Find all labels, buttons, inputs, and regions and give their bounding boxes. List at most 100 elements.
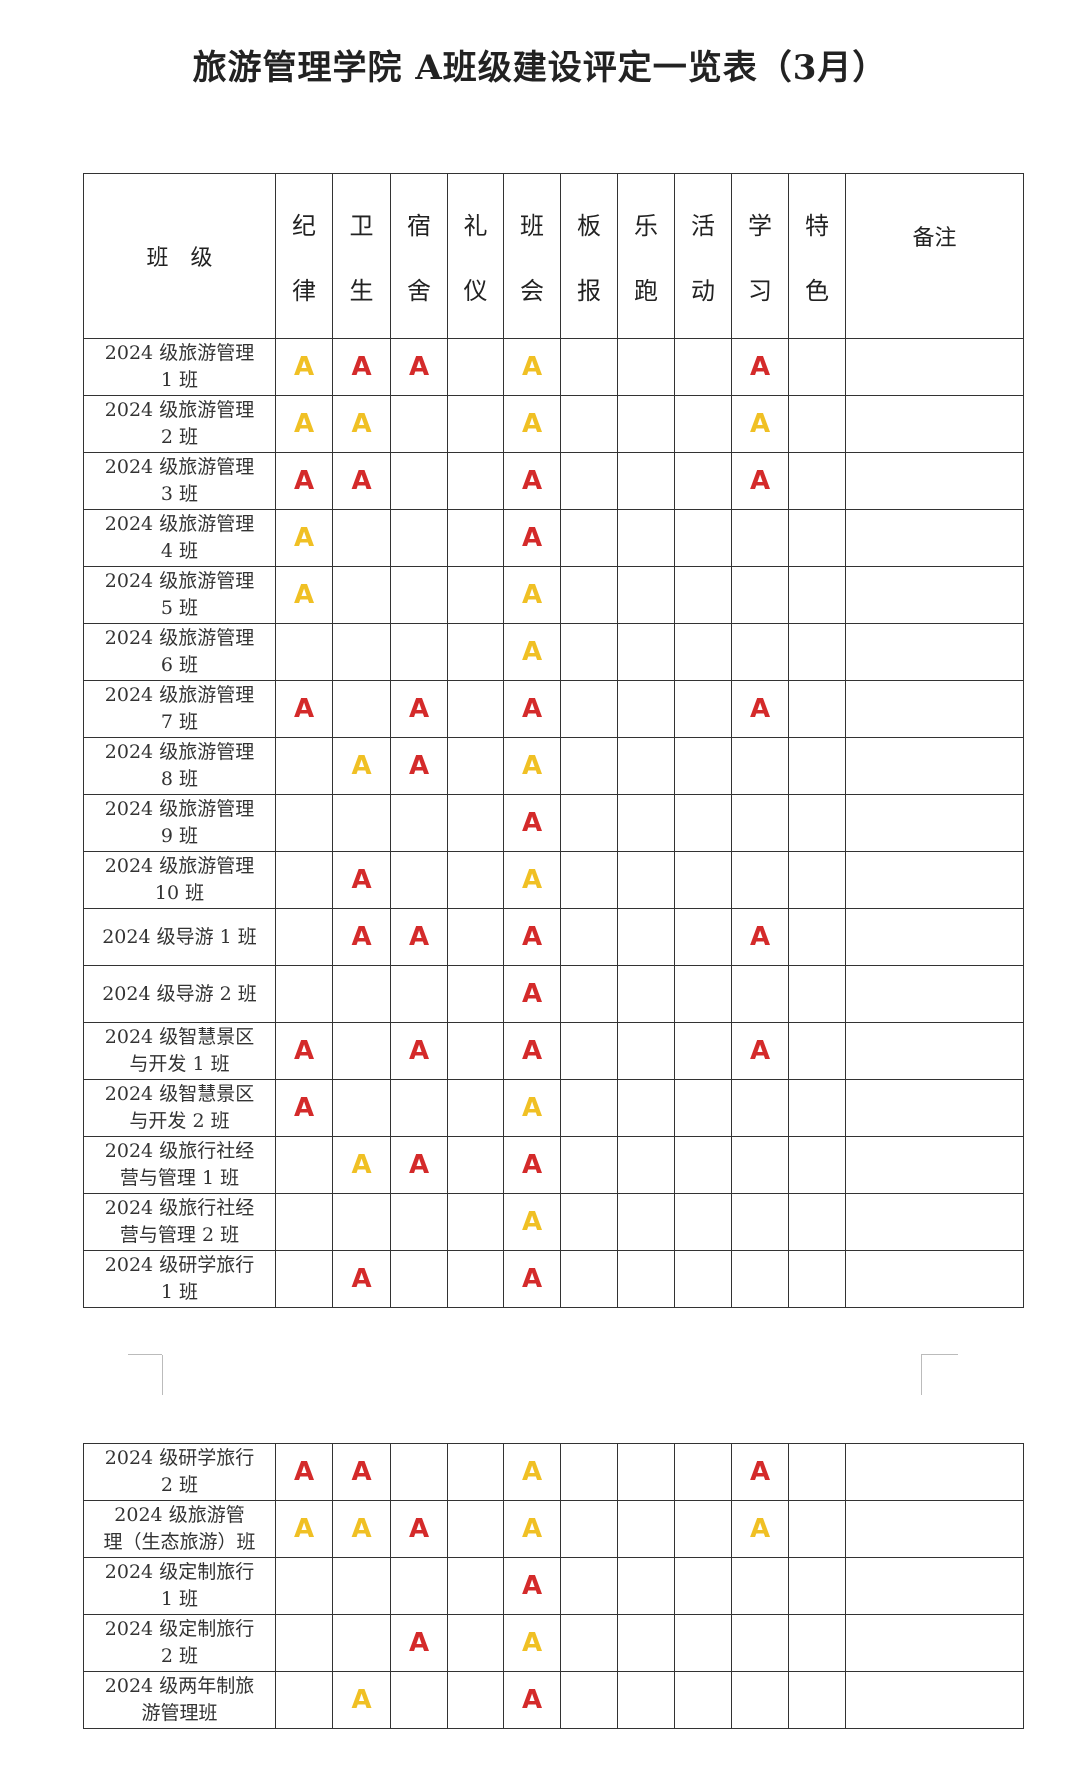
rating-cell xyxy=(617,737,675,795)
rating-cell xyxy=(390,1671,448,1729)
rating-cell xyxy=(788,737,846,795)
class-name-cell: 2024 级两年制旅 游管理班 xyxy=(83,1671,276,1729)
rating-a-yellow: A xyxy=(521,1457,543,1487)
rating-cell xyxy=(560,1671,618,1729)
rating-cell xyxy=(447,1443,504,1501)
class-name-cell: 2024 级研学旅行 1 班 xyxy=(83,1250,276,1308)
rating-cell: A xyxy=(503,1079,561,1137)
rating-a-red: A xyxy=(749,1036,771,1066)
remarks-cell xyxy=(845,1193,1024,1251)
remarks-cell xyxy=(845,737,1024,795)
rating-cell xyxy=(447,1250,504,1308)
rating-a-red: A xyxy=(351,1457,372,1487)
column-header-char: 习 xyxy=(748,277,772,305)
rating-cell xyxy=(560,1500,618,1558)
rating-cell xyxy=(617,623,675,681)
rating-cell xyxy=(788,338,846,396)
rating-cell xyxy=(788,566,846,624)
rating-cell xyxy=(560,680,618,738)
rating-a-yellow: A xyxy=(351,751,372,781)
rating-cell: A xyxy=(503,1557,561,1615)
rating-cell xyxy=(447,965,504,1023)
rating-cell: A xyxy=(503,965,561,1023)
rating-cell xyxy=(447,1557,504,1615)
table-row: 2024 级导游 2 班 A xyxy=(83,965,1024,1023)
column-header: 班会 xyxy=(503,173,561,339)
class-name-cell: 2024 级旅游管 理（生态旅游）班 xyxy=(83,1500,276,1558)
rating-a-red: A xyxy=(521,523,543,553)
rating-a-red: A xyxy=(408,1150,430,1180)
table-row: 2024 级旅游管理 3 班 A A A A xyxy=(83,452,1024,510)
page-corner-mark-right xyxy=(921,1354,958,1395)
rating-cell xyxy=(674,1193,732,1251)
rating-cell xyxy=(617,680,675,738)
class-name-cell: 2024 级旅行社经 营与管理 1 班 xyxy=(83,1136,276,1194)
rating-cell: A xyxy=(503,1193,561,1251)
table-row: 2024 级旅游管理 7 班 A A A A xyxy=(83,680,1024,738)
rating-cell xyxy=(447,794,504,852)
class-name-line: 2024 级旅游管理 xyxy=(104,570,255,592)
rating-cell: A xyxy=(503,908,561,966)
rating-cell xyxy=(275,623,333,681)
column-header: 礼仪 xyxy=(447,173,504,339)
rating-a-red: A xyxy=(408,751,430,781)
rating-cell: A xyxy=(503,794,561,852)
class-name-line: 与开发 1 班 xyxy=(129,1053,230,1075)
rating-cell xyxy=(617,1443,675,1501)
rating-a-yellow: A xyxy=(293,580,315,610)
rating-a-red: A xyxy=(749,694,771,724)
rating-cell xyxy=(275,965,333,1023)
rating-cell: A xyxy=(503,452,561,510)
class-name-line: 1 班 xyxy=(160,369,199,391)
column-header-char: 跑 xyxy=(634,277,658,305)
rating-cell xyxy=(560,566,618,624)
column-header: 乐跑 xyxy=(617,173,675,339)
column-header: 宿舍 xyxy=(390,173,448,339)
class-name-line: 2024 级旅游管理 xyxy=(104,513,255,535)
remarks-cell xyxy=(845,908,1024,966)
rating-cell xyxy=(275,1136,333,1194)
remarks-cell xyxy=(845,1557,1024,1615)
rating-cell xyxy=(275,851,333,909)
rating-a-yellow: A xyxy=(521,1628,543,1658)
rating-cell xyxy=(788,794,846,852)
rating-a-red: A xyxy=(408,922,430,952)
class-name-line: 与开发 2 班 xyxy=(129,1110,230,1132)
column-header-char: 学 xyxy=(748,212,772,240)
rating-cell xyxy=(332,1557,391,1615)
rating-cell xyxy=(560,338,618,396)
table-row: 2024 级研学旅行 2 班 A A A A xyxy=(83,1443,1024,1501)
class-name-line: 2024 级旅游管理 xyxy=(104,399,255,421)
class-name-line: 6 班 xyxy=(160,654,199,676)
remarks-cell xyxy=(845,1443,1024,1501)
rating-cell xyxy=(788,1500,846,1558)
rating-cell xyxy=(731,851,789,909)
rating-cell: A xyxy=(332,1671,391,1729)
rating-a-yellow: A xyxy=(351,409,372,439)
rating-cell xyxy=(560,1614,618,1672)
rating-a-yellow: A xyxy=(749,409,771,439)
column-header-char: 班 xyxy=(520,212,544,240)
rating-cell xyxy=(731,1671,789,1729)
class-name-line: 2 班 xyxy=(160,1645,199,1667)
rating-cell xyxy=(275,1250,333,1308)
rating-cell xyxy=(788,1079,846,1137)
table-row: 2024 级研学旅行 1 班 A A xyxy=(83,1250,1024,1308)
rating-cell xyxy=(731,1079,789,1137)
rating-a-yellow: A xyxy=(521,637,543,667)
rating-cell xyxy=(560,452,618,510)
rating-cell xyxy=(560,908,618,966)
class-name-cell: 2024 级研学旅行 2 班 xyxy=(83,1443,276,1501)
rating-cell: A xyxy=(503,1671,561,1729)
class-name-line: 2024 级旅游管理 xyxy=(104,741,255,763)
remarks-cell xyxy=(845,1022,1024,1080)
rating-cell xyxy=(674,1614,732,1672)
rating-cell xyxy=(788,623,846,681)
rating-cell: A xyxy=(390,1614,448,1672)
rating-cell xyxy=(674,509,732,567)
table-row: 2024 级旅游管理 9 班 A xyxy=(83,794,1024,852)
table-row: 2024 级旅行社经 营与管理 1 班 A A A xyxy=(83,1136,1024,1194)
class-name-cell: 2024 级导游 1 班 xyxy=(83,908,276,966)
rating-cell xyxy=(560,623,618,681)
rating-cell xyxy=(617,1500,675,1558)
